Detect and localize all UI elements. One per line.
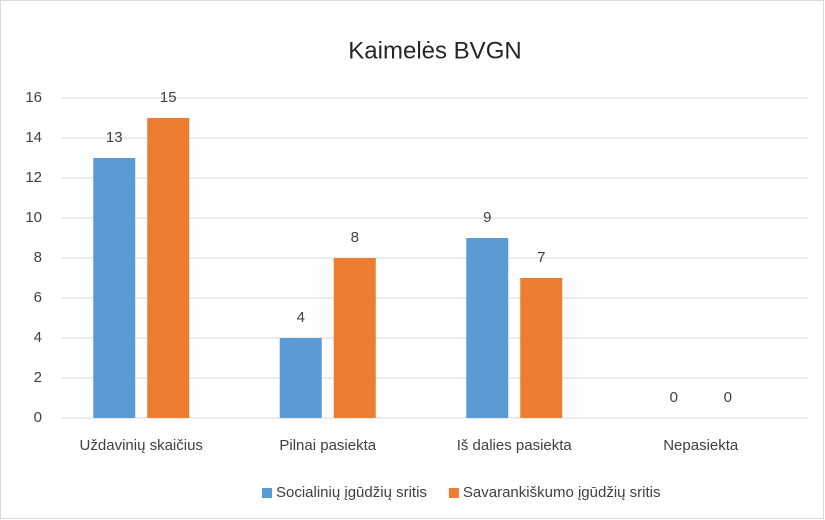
data-label: 15	[160, 89, 177, 106]
legend-swatch	[448, 488, 459, 498]
bar	[93, 158, 136, 418]
legend-label: Savarankiškumo įgūdžių sritis	[463, 484, 661, 501]
y-tick-label: 12	[25, 169, 42, 186]
bar	[333, 258, 376, 418]
x-tick-label: Uždavinių skaičius	[80, 437, 203, 454]
y-tick-label: 0	[34, 409, 42, 426]
data-label: 0	[670, 389, 678, 406]
y-tick-label: 14	[25, 129, 42, 146]
bar	[279, 338, 322, 418]
data-label: 9	[483, 209, 491, 226]
data-label: 7	[537, 249, 545, 266]
y-tick-label: 4	[34, 329, 42, 346]
data-label: 8	[351, 229, 359, 246]
bar	[147, 118, 190, 418]
y-tick-label: 6	[34, 289, 42, 306]
y-tick-label: 16	[25, 89, 42, 106]
data-label: 4	[297, 309, 305, 326]
bar	[466, 238, 509, 418]
chart-title: Kaimelės BVGN	[348, 37, 521, 64]
data-label: 13	[106, 129, 123, 146]
data-label: 0	[724, 389, 732, 406]
y-tick-label: 10	[25, 209, 42, 226]
x-tick-label: Iš dalies pasiekta	[457, 437, 573, 454]
y-tick-label: 8	[34, 249, 42, 266]
x-tick-label: Nepasiekta	[663, 437, 739, 454]
legend-label: Socialinių įgūdžių sritis	[276, 484, 427, 501]
y-tick-label: 2	[34, 369, 42, 386]
x-tick-label: Pilnai pasiekta	[279, 437, 376, 454]
bar	[520, 278, 563, 418]
legend-swatch	[262, 488, 272, 498]
